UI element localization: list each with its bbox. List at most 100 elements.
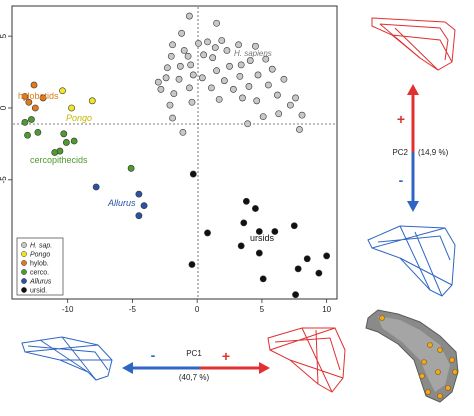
- data-point-h-sap: [157, 85, 165, 93]
- data-point-h-sap: [200, 51, 208, 59]
- data-point-h-sap: [274, 91, 281, 99]
- wireframe-pc2-positive: [371, 17, 456, 71]
- legend-marker: [21, 269, 27, 275]
- data-point-h-sap: [169, 41, 176, 49]
- data-point-cerco: [70, 137, 78, 145]
- annotation-cercopithecids: cercopithecids: [30, 155, 88, 165]
- data-point-h-sap: [298, 111, 306, 119]
- legend-marker: [21, 251, 27, 257]
- data-point-h-sap: [223, 47, 231, 54]
- data-point-h-sap: [245, 83, 253, 90]
- data-point-h-sap: [218, 37, 226, 44]
- plot-frame: [11, 5, 338, 300]
- legend-label: Allurus: [29, 279, 52, 286]
- data-point-ursid: [255, 249, 263, 257]
- legend-label: H. sap.: [30, 243, 52, 250]
- data-point-pongo: [68, 104, 75, 112]
- data-point-h-sap: [235, 41, 242, 49]
- x-tick-label: 5: [260, 305, 265, 314]
- data-point-ursid: [252, 205, 259, 212]
- data-point-h-sap: [268, 65, 276, 73]
- data-point-h-sap: [179, 128, 187, 136]
- legend-marker: [21, 278, 27, 284]
- data-point-h-sap: [259, 113, 267, 120]
- data-point-h-sap: [252, 42, 259, 50]
- pc2-arrowhead-up: [407, 84, 419, 95]
- data-point-hylob: [25, 98, 33, 106]
- x-tick-label: -10: [62, 305, 74, 314]
- pc2-negative-sign: -: [399, 172, 404, 188]
- annotation-hylobatids: hylobatids: [18, 91, 59, 101]
- data-point-h-sap: [226, 62, 233, 70]
- annotation-h-sapiens: H. sapiens: [234, 49, 272, 58]
- data-point-h-sap: [213, 19, 220, 27]
- wireframe-pc1-negative: [21, 336, 113, 381]
- data-point-ursid: [259, 275, 267, 283]
- data-point-ursid: [292, 291, 299, 299]
- pc1-label: PC1: [186, 349, 202, 358]
- data-point-hylob: [21, 93, 29, 100]
- legend-label: hylob.: [30, 261, 49, 268]
- annotation-allurus: Allurus: [107, 198, 136, 208]
- legend: H. sap. Pongo hylob. cerco. Allurus ursid.: [16, 237, 64, 296]
- data-point-h-sap: [220, 77, 228, 85]
- pc2-positive-sign: +: [397, 111, 405, 127]
- legend-label: ursid.: [30, 288, 47, 295]
- data-point-h-sap: [286, 101, 294, 109]
- data-point-h-sap: [262, 55, 270, 63]
- data-point-ursid: [237, 242, 245, 250]
- data-point-cerco: [21, 118, 29, 126]
- pc1-positive-sign: +: [222, 348, 230, 364]
- pc1-percent: (40,7 %): [179, 373, 210, 382]
- data-point-h-sap: [167, 52, 175, 60]
- data-point-h-sap: [185, 84, 193, 92]
- data-point-h-sap: [254, 71, 262, 79]
- data-point-cerco: [24, 131, 31, 139]
- data-point-h-sap: [209, 54, 217, 62]
- data-point-cerco: [51, 149, 59, 156]
- data-point-h-sap: [154, 78, 162, 86]
- y-tick-label: -5: [0, 176, 8, 184]
- data-point-h-sap: [169, 114, 176, 122]
- legend-label: cerco.: [30, 270, 49, 277]
- data-point-h-sap: [230, 85, 237, 93]
- data-point-ursid: [189, 170, 197, 178]
- data-point-cerco: [34, 128, 42, 136]
- data-point-h-sap: [166, 101, 174, 109]
- pc1-arrowhead-right: [259, 362, 270, 374]
- pc2-label: PC2: [392, 148, 408, 157]
- data-point-h-sap: [187, 61, 195, 69]
- legend-marker: [21, 260, 27, 266]
- pc1-arrowhead-left: [122, 362, 133, 374]
- data-point-ursid: [271, 228, 279, 235]
- data-point-ursid: [290, 222, 298, 230]
- data-point-h-sap: [185, 12, 193, 20]
- data-point-allurus: [92, 183, 100, 191]
- data-point-h-sap: [188, 98, 196, 106]
- data-point-h-sap: [195, 39, 202, 47]
- data-point-pongo: [59, 87, 66, 95]
- wireframe-pc1-positive: [267, 327, 346, 393]
- legend-label: Pongo: [30, 252, 50, 259]
- data-point-h-sap: [178, 29, 186, 37]
- data-point-hylob: [39, 94, 47, 102]
- data-point-ursid: [315, 269, 323, 277]
- data-point-cerco: [62, 139, 70, 146]
- data-point-h-sap: [204, 38, 211, 46]
- data-point-pongo: [88, 97, 96, 105]
- bone-shading: [378, 316, 450, 392]
- pc2-indicator: + - PC2 (14,9 %): [392, 84, 449, 212]
- y-tick-label: 0: [0, 105, 8, 110]
- data-point-ursid: [255, 228, 263, 235]
- data-point-h-sap: [184, 52, 192, 60]
- data-point-h-sap: [211, 44, 219, 52]
- data-point-ursid: [188, 261, 196, 268]
- data-point-h-sap: [244, 120, 252, 128]
- data-point-h-sap: [275, 110, 283, 118]
- data-point-h-sap: [170, 90, 178, 98]
- data-point-h-sap: [246, 57, 254, 64]
- legend-marker: [21, 242, 27, 248]
- legend-marker: [21, 287, 27, 293]
- annotation-ursids: ursids: [250, 233, 275, 243]
